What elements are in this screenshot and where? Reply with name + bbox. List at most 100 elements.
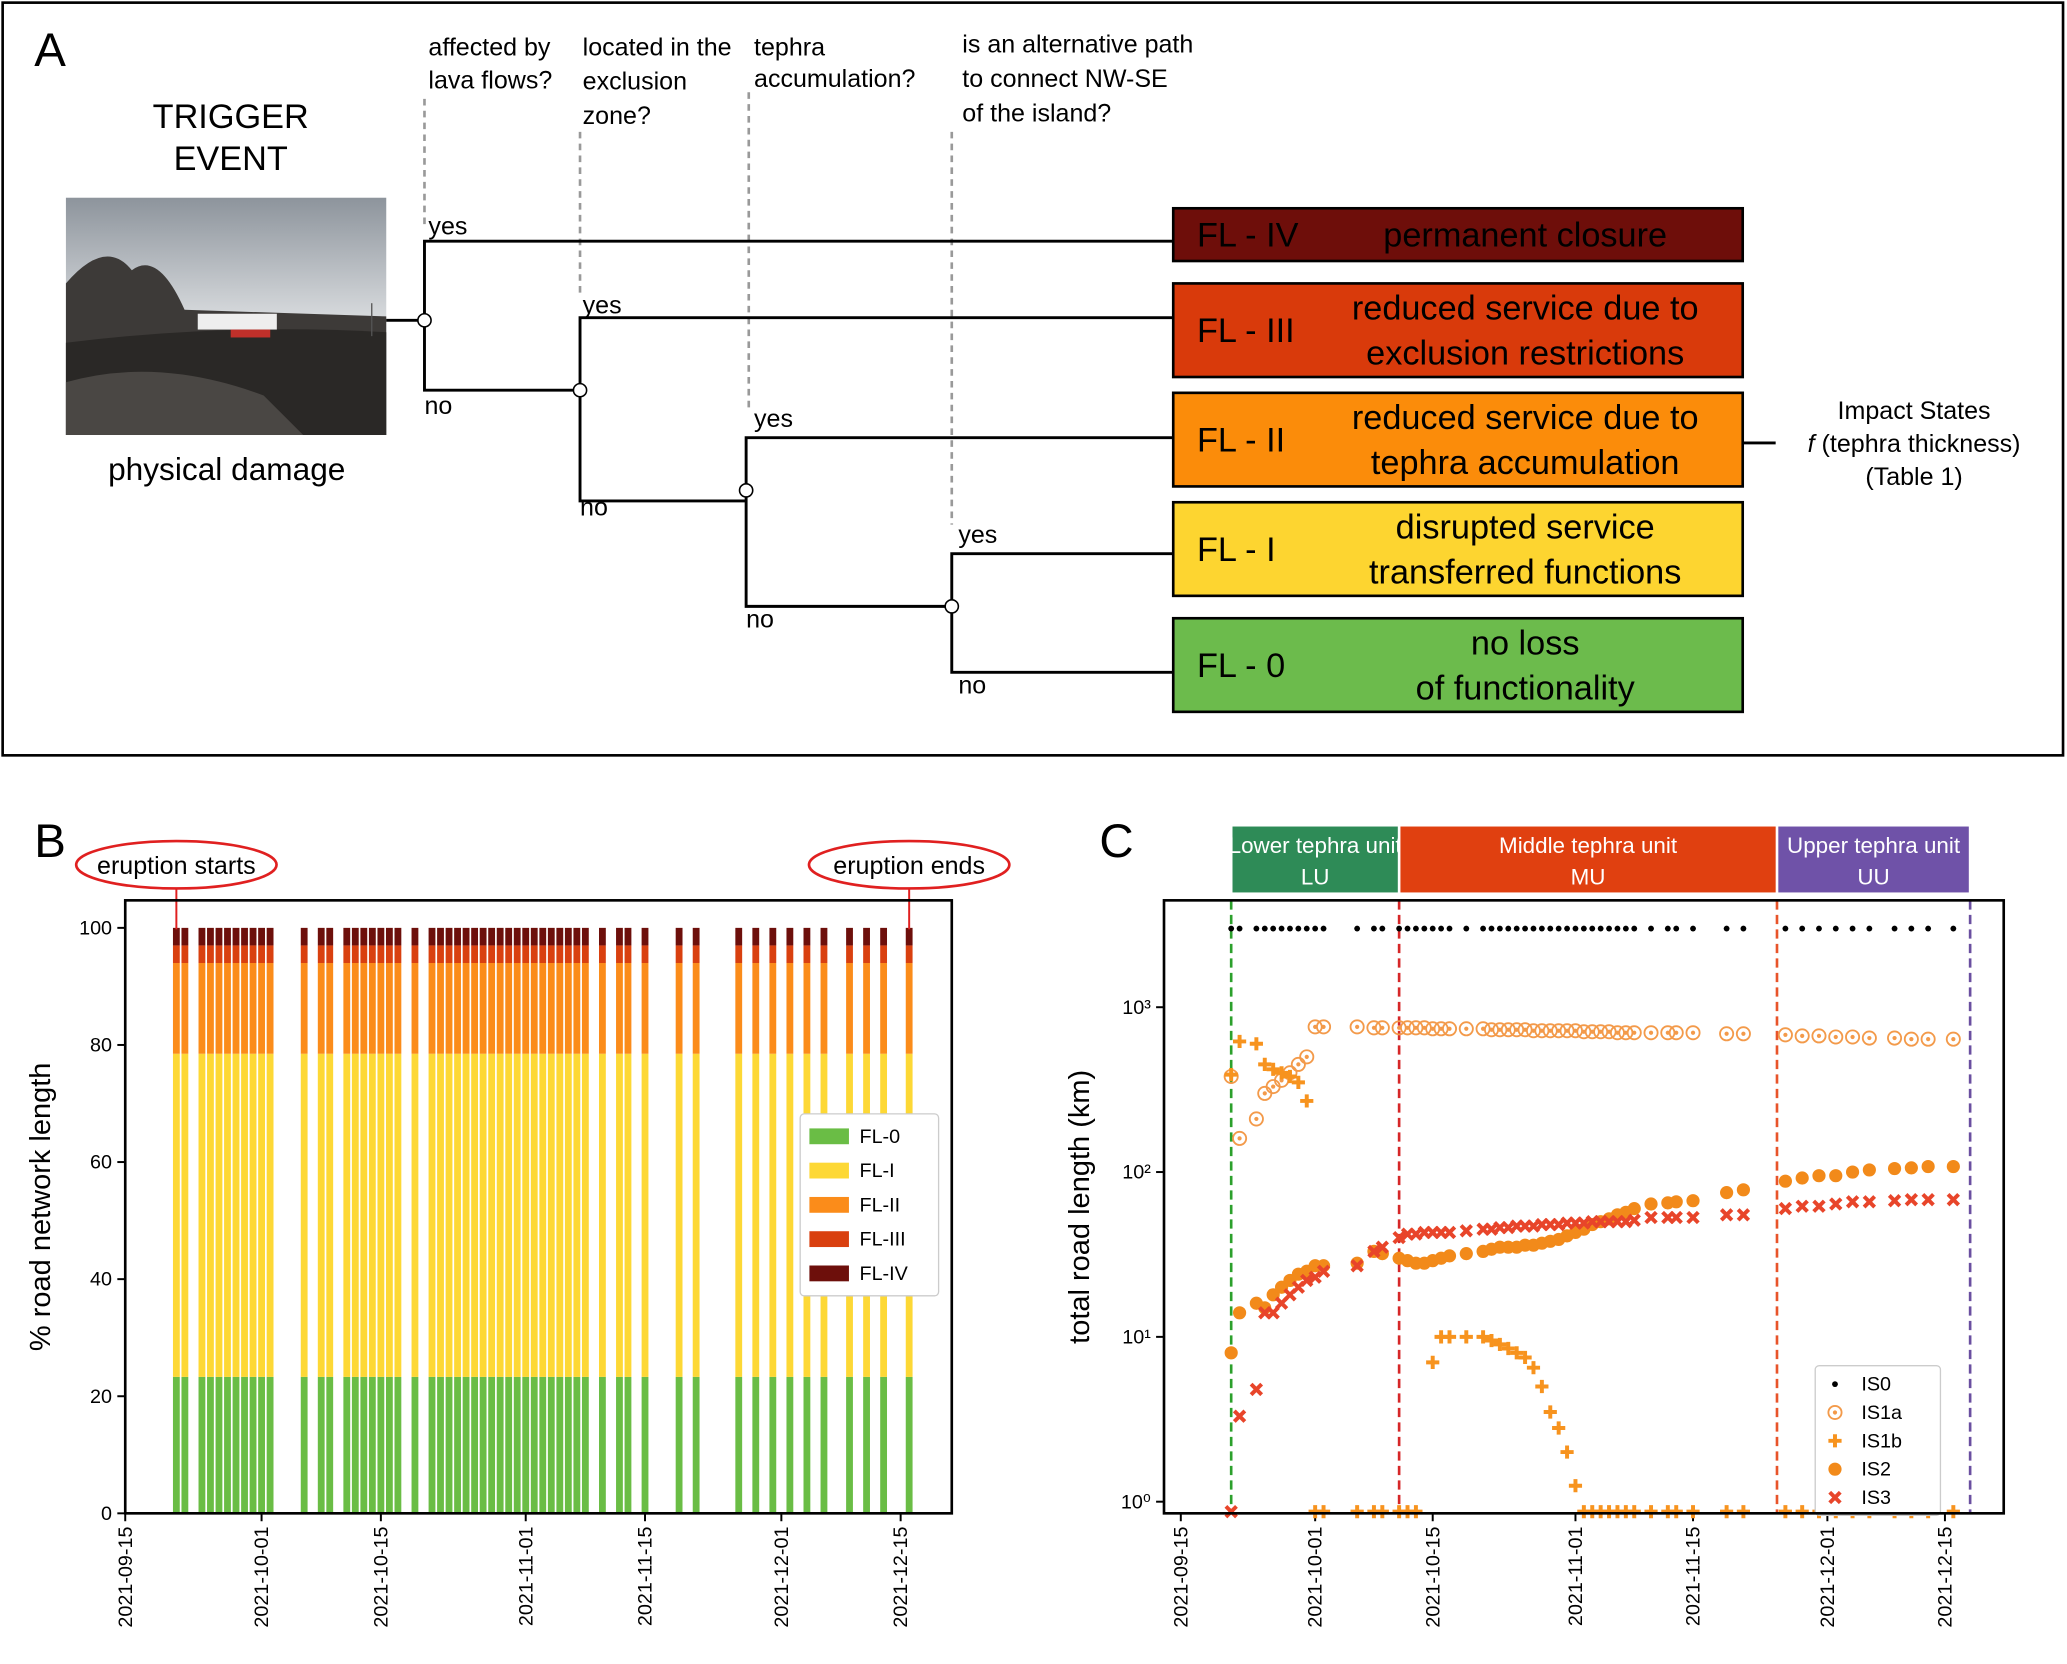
bar-segment [326, 1053, 334, 1377]
marker-part [1951, 1037, 1956, 1042]
marker [1669, 1505, 1683, 1519]
marker-part [1850, 1034, 1855, 1040]
marker [1232, 1034, 1247, 1049]
bar-segment [241, 962, 248, 1054]
marker [1720, 1505, 1734, 1519]
marker-part [1224, 1504, 1238, 1519]
marker [1903, 1031, 1919, 1047]
bar-segment [258, 927, 265, 946]
marker-part [1441, 1021, 1458, 1037]
marker-part [1816, 1033, 1822, 1038]
marker [1404, 925, 1411, 932]
marker [1249, 1037, 1263, 1051]
marker [1622, 925, 1629, 932]
marker [1812, 1199, 1826, 1213]
y-tick-label: 100 [79, 917, 112, 939]
marker-part [1526, 1361, 1541, 1375]
x-tick-label: 2021-09-15 [1170, 1527, 1192, 1628]
marker-part [1429, 925, 1436, 932]
marker [1278, 925, 1285, 932]
bar-segment [616, 945, 623, 963]
outcome-code: FL - III [1197, 312, 1295, 350]
bar-segment [513, 927, 521, 946]
marker [1505, 925, 1512, 932]
marker [1261, 925, 1268, 932]
x-tick-label: 2021-11-01 [515, 1527, 537, 1627]
y-tick-label: 40 [90, 1269, 112, 1291]
marker-part [1845, 1029, 1861, 1045]
marker-part [1396, 925, 1403, 932]
bar-segment [675, 927, 683, 946]
bar-segment [820, 1376, 828, 1514]
bar-segment [215, 1376, 223, 1514]
bar-segment [616, 927, 623, 946]
marker [1552, 1421, 1566, 1435]
bar-segment [232, 962, 240, 1054]
bar-segment [411, 927, 419, 946]
bar-segment [368, 962, 376, 1054]
marker-part [1459, 1330, 1473, 1344]
marker [1795, 1171, 1809, 1185]
marker [1828, 1029, 1844, 1045]
y-tick-label: 10² [1122, 1162, 1151, 1184]
marker-part [1867, 1035, 1872, 1041]
marker-part [1446, 925, 1453, 932]
bar-segment [616, 962, 623, 1054]
bar-segment [564, 945, 572, 963]
marker-part [1674, 1030, 1679, 1035]
question: zone? [583, 102, 651, 130]
marker-part [1375, 1240, 1390, 1254]
marker-part [1404, 925, 1411, 932]
marker-part [1290, 1056, 1306, 1072]
marker-part [1644, 1505, 1658, 1519]
outcome-code: FL - I [1197, 531, 1276, 569]
marker [1862, 1163, 1876, 1177]
marker [1458, 1021, 1474, 1037]
marker [1530, 925, 1537, 932]
bar-segment [343, 1053, 351, 1377]
question: is an alternative path [962, 31, 1193, 59]
marker [1778, 1201, 1793, 1216]
marker-part [1367, 1244, 1381, 1259]
bar-segment [249, 1376, 257, 1514]
marker-part [1291, 1075, 1305, 1089]
bar-segment [266, 927, 274, 946]
marker-part [1777, 1027, 1793, 1043]
marker-part [1442, 1330, 1457, 1344]
panel-label: C [1099, 815, 1133, 868]
x-tick-label: 2021-10-15 [370, 1527, 392, 1628]
marker [1723, 925, 1730, 932]
bar-segment [368, 927, 376, 946]
marker-part [1232, 1306, 1247, 1320]
outcome-code: FL - 0 [1197, 647, 1285, 685]
bar-segment [360, 927, 368, 946]
marker [1476, 1330, 1490, 1344]
marker-part [1568, 1479, 1583, 1493]
marker-part [1782, 925, 1789, 932]
marker-part [1845, 1195, 1860, 1209]
marker [1606, 925, 1612, 932]
marker-part [1442, 1225, 1457, 1240]
marker-part [1493, 1337, 1507, 1351]
bar-segment [581, 962, 589, 1054]
branch-yes: yes [583, 292, 622, 320]
marker [1274, 1066, 1289, 1080]
marker [1232, 1306, 1247, 1320]
bar-segment [428, 962, 436, 1054]
bar-segment [317, 1053, 325, 1377]
marker [1946, 1192, 1961, 1207]
bar-segment [479, 1053, 487, 1377]
outcome-text: exclusion restrictions [1366, 334, 1684, 372]
question: affected by [428, 33, 550, 61]
bar-segment [360, 945, 368, 963]
bar-segment [573, 1376, 581, 1514]
bar-segment [385, 1053, 393, 1377]
outcome-box [1171, 500, 1745, 598]
marker-part [1921, 1159, 1935, 1174]
x-tick-label: 2021-11-15 [635, 1527, 657, 1627]
marker [1904, 1161, 1918, 1175]
marker-part [1232, 1409, 1247, 1423]
marker [1442, 1249, 1457, 1263]
marker-part [1892, 1035, 1897, 1041]
x-tick-label: 2021-10-01 [1305, 1527, 1327, 1628]
